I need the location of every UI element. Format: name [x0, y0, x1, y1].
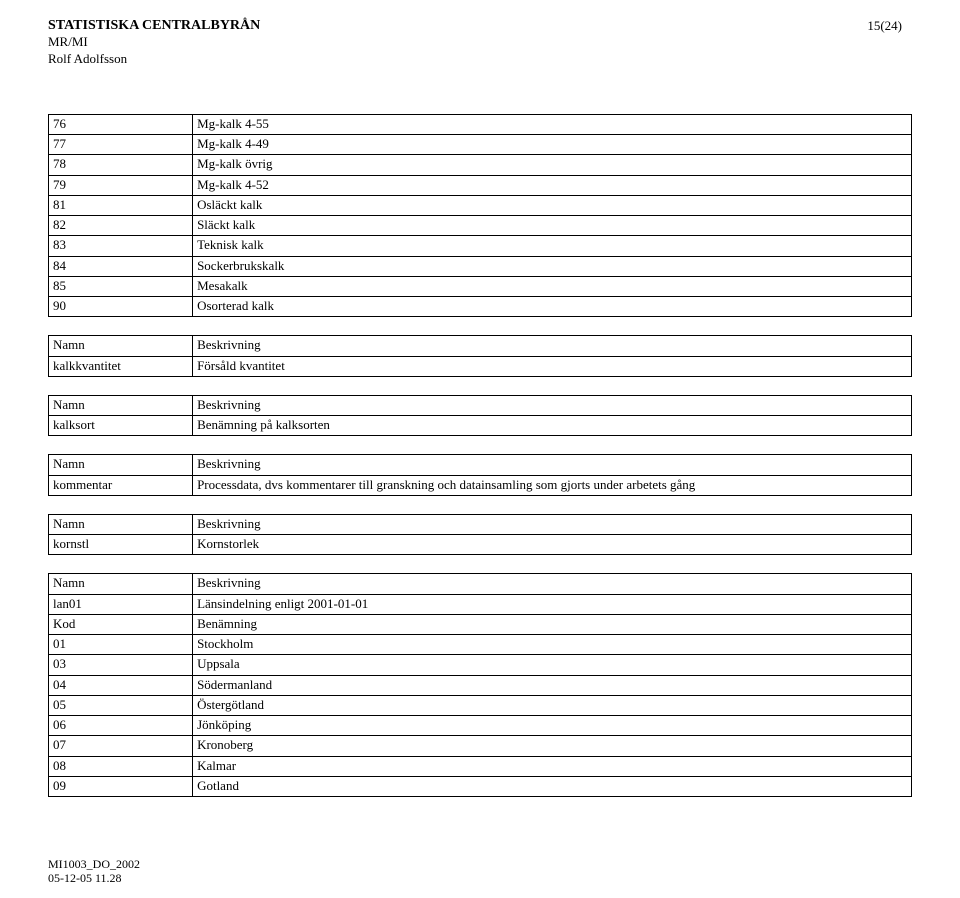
lan-name-cell: Kalmar	[193, 756, 912, 776]
col-head-namn: Namn	[49, 574, 193, 594]
label-cell: Teknisk kalk	[193, 236, 912, 256]
dept-name: MR/MI	[48, 34, 260, 51]
lan-code-cell: 04	[49, 675, 193, 695]
code-cell: 76	[49, 114, 193, 134]
col-head-namn: Namn	[49, 455, 193, 475]
desc-cell: Benämning på kalksorten	[193, 416, 912, 436]
name-cell: kalksort	[49, 416, 193, 436]
label-cell: Släckt kalk	[193, 216, 912, 236]
label-cell: Mg-kalk 4-49	[193, 135, 912, 155]
label-cell: Osorterad kalk	[193, 297, 912, 317]
code-cell: 79	[49, 175, 193, 195]
col-head-beskrivning: Beskrivning	[193, 455, 912, 475]
desc-cell: Kornstorlek	[193, 535, 912, 555]
col-head-namn: Namn	[49, 395, 193, 415]
lan-name-cell: Södermanland	[193, 675, 912, 695]
lan-code-cell: 03	[49, 655, 193, 675]
lan-name-cell: Stockholm	[193, 635, 912, 655]
code-cell: 85	[49, 276, 193, 296]
lan-name-cell: Gotland	[193, 776, 912, 796]
col-head-kod: Kod	[49, 614, 193, 634]
code-cell: 77	[49, 135, 193, 155]
code-cell: 78	[49, 155, 193, 175]
name-desc-table: NamnBeskrivningkommentarProcessdata, dvs…	[48, 454, 912, 496]
col-head-beskrivning: Beskrivning	[193, 336, 912, 356]
col-head-beskrivning: Beskrivning	[193, 574, 912, 594]
name-desc-table: NamnBeskrivningkornstlKornstorlek	[48, 514, 912, 556]
label-cell: Mesakalk	[193, 276, 912, 296]
footer-doc-id: MI1003_DO_2002	[48, 857, 912, 871]
lan-code-cell: 05	[49, 695, 193, 715]
col-head-beskrivning: Beskrivning	[193, 395, 912, 415]
lan-code-cell: 06	[49, 716, 193, 736]
person-name: Rolf Adolfsson	[48, 51, 260, 68]
lan-table: Namn Beskrivning lan01 Länsindelning enl…	[48, 573, 912, 797]
code-cell: 82	[49, 216, 193, 236]
page-indicator: 15(24)	[867, 18, 912, 34]
label-cell: Sockerbrukskalk	[193, 256, 912, 276]
code-cell: 90	[49, 297, 193, 317]
name-cell: kornstl	[49, 535, 193, 555]
label-cell: Mg-kalk 4-52	[193, 175, 912, 195]
lan-name-cell: Uppsala	[193, 655, 912, 675]
code-cell: 84	[49, 256, 193, 276]
lan-title-cell: Länsindelning enligt 2001-01-01	[193, 594, 912, 614]
name-cell: kommentar	[49, 475, 193, 495]
col-head-beskrivning: Beskrivning	[193, 514, 912, 534]
desc-cell: Processdata, dvs kommentarer till gransk…	[193, 475, 912, 495]
col-head-namn: Namn	[49, 514, 193, 534]
lan-name-cell: Jönköping	[193, 716, 912, 736]
name-desc-table: NamnBeskrivningkalksortBenämning på kalk…	[48, 395, 912, 437]
lan-name-cell: Kronoberg	[193, 736, 912, 756]
code-cell: 81	[49, 195, 193, 215]
name-desc-table: NamnBeskrivningkalkkvantitetFörsåld kvan…	[48, 335, 912, 377]
lan-code-cell: 08	[49, 756, 193, 776]
lan-code-cell: 07	[49, 736, 193, 756]
label-cell: Mg-kalk 4-55	[193, 114, 912, 134]
col-head-namn: Namn	[49, 336, 193, 356]
org-name: STATISTISKA CENTRALBYRÅN	[48, 18, 260, 34]
lan-code-cell: 01	[49, 635, 193, 655]
code-cell: 83	[49, 236, 193, 256]
lan-code-cell: 09	[49, 776, 193, 796]
label-cell: Osläckt kalk	[193, 195, 912, 215]
footer-timestamp: 05-12-05 11.28	[48, 871, 912, 885]
label-cell: Mg-kalk övrig	[193, 155, 912, 175]
lan-name-cell: Östergötland	[193, 695, 912, 715]
lan-code-cell: lan01	[49, 594, 193, 614]
desc-cell: Försåld kvantitet	[193, 356, 912, 376]
col-head-benamning: Benämning	[193, 614, 912, 634]
kalk-codes-table: 76Mg-kalk 4-5577Mg-kalk 4-4978Mg-kalk öv…	[48, 114, 912, 318]
name-cell: kalkkvantitet	[49, 356, 193, 376]
